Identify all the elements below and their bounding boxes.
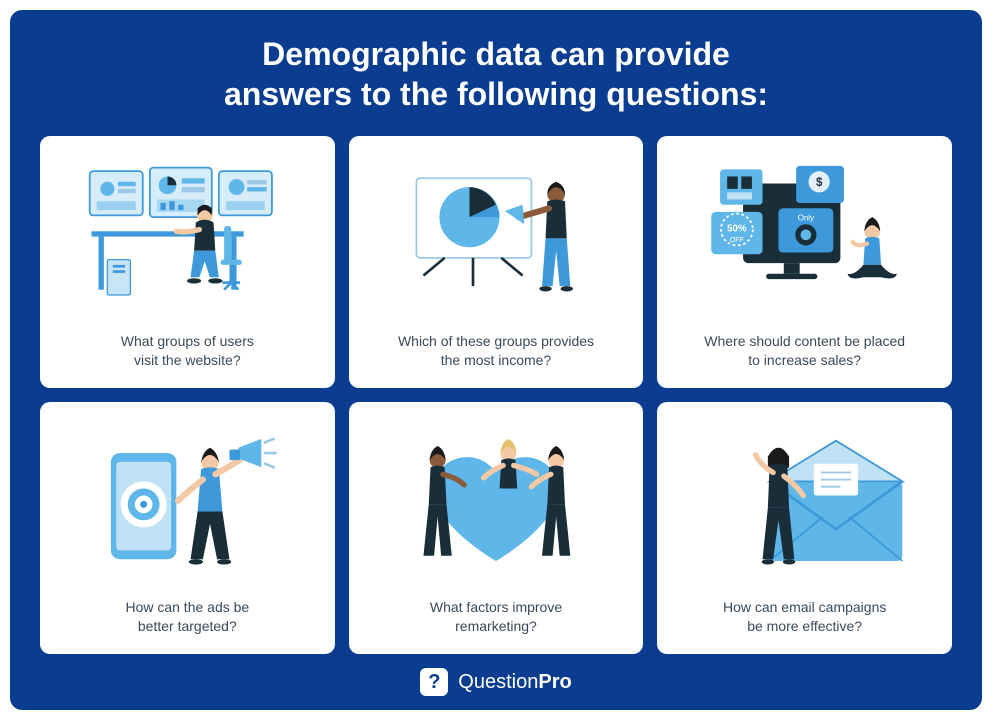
title-line2: answers to the following questions: bbox=[224, 76, 768, 112]
svg-text:Only: Only bbox=[797, 213, 813, 222]
card-caption: How can the ads be better targeted? bbox=[58, 598, 317, 636]
card-grid: What groups of users visit the website? bbox=[40, 136, 952, 654]
megaphone-target-icon bbox=[58, 416, 317, 590]
title-line1: Demographic data can provide bbox=[262, 36, 730, 72]
people-heart-icon bbox=[367, 416, 626, 590]
footer-brand: ? QuestionPro bbox=[40, 668, 952, 696]
shopper-screen-icon: $ 50% OFF Only bbox=[675, 150, 934, 324]
woman-envelope-icon bbox=[675, 416, 934, 590]
analyst-desk-icon bbox=[58, 150, 317, 324]
brand-name: QuestionPro bbox=[458, 671, 571, 694]
card-caption: Where should content be placed to increa… bbox=[675, 332, 934, 370]
svg-text:$: $ bbox=[816, 177, 823, 189]
card-caption: What factors improve remarketing? bbox=[367, 598, 626, 636]
card-remarketing: What factors improve remarketing? bbox=[349, 402, 644, 654]
infographic-panel: Demographic data can provide answers to … bbox=[10, 10, 982, 710]
presenter-piechart-icon bbox=[367, 150, 626, 324]
card-caption: Which of these groups provides the most … bbox=[367, 332, 626, 370]
page-title: Demographic data can provide answers to … bbox=[40, 34, 952, 114]
svg-text:50%: 50% bbox=[727, 223, 747, 234]
brand-logo-icon: ? bbox=[420, 668, 448, 696]
card-users-website: What groups of users visit the website? bbox=[40, 136, 335, 388]
card-email-campaigns: How can email campaigns be more effectiv… bbox=[657, 402, 952, 654]
card-caption: How can email campaigns be more effectiv… bbox=[675, 598, 934, 636]
card-ads-targeted: How can the ads be better targeted? bbox=[40, 402, 335, 654]
card-content-placement: $ 50% OFF Only Whe bbox=[657, 136, 952, 388]
svg-text:OFF: OFF bbox=[729, 237, 744, 244]
card-income-groups: Which of these groups provides the most … bbox=[349, 136, 644, 388]
card-caption: What groups of users visit the website? bbox=[58, 332, 317, 370]
